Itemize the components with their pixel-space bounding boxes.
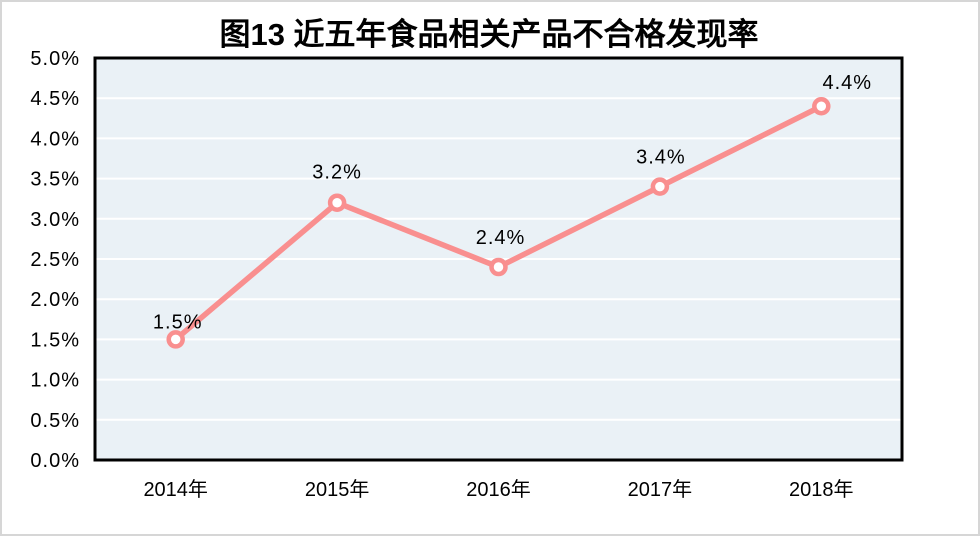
data-point-marker: [166, 330, 185, 349]
x-axis-category-label: 2014年: [143, 478, 208, 501]
y-axis-tick-label: 3.5%: [30, 169, 80, 191]
data-point-label: 3.2%: [312, 162, 362, 184]
x-axis-category-label: 2016年: [466, 478, 531, 501]
data-point-marker: [327, 193, 347, 212]
y-axis-tick-label: 0.0%: [30, 450, 80, 472]
y-axis-tick-label: 5.0%: [30, 48, 80, 70]
y-axis-tick-label: 1.5%: [30, 329, 80, 351]
y-axis-tick-label: 4.5%: [30, 88, 80, 110]
y-axis-tick-label: 4.0%: [30, 128, 80, 150]
y-axis-tick-label: 2.0%: [30, 289, 80, 311]
x-axis-category-label: 2018年: [789, 478, 854, 501]
y-axis-tick-label: 2.5%: [30, 249, 80, 271]
y-axis-tick-label: 3.0%: [30, 209, 80, 231]
data-point-marker: [489, 257, 508, 277]
data-point-label: 2.4%: [476, 227, 526, 249]
data-point-label: 1.5%: [153, 311, 203, 333]
x-axis-category-label: 2017年: [628, 478, 693, 501]
y-axis-tick-label: 1.0%: [30, 370, 80, 392]
data-point-label: 4.4%: [823, 72, 873, 94]
x-axis-category-label: 2015年: [305, 478, 370, 501]
plot-area-border: [93, 56, 904, 462]
data-point-marker: [650, 177, 670, 196]
data-point-marker: [812, 96, 831, 116]
y-axis-tick-label: 0.5%: [30, 410, 80, 432]
chart-title: 图13 近五年食品相关产品不合格发现率: [219, 17, 758, 52]
data-point-label: 3.4%: [636, 147, 686, 169]
